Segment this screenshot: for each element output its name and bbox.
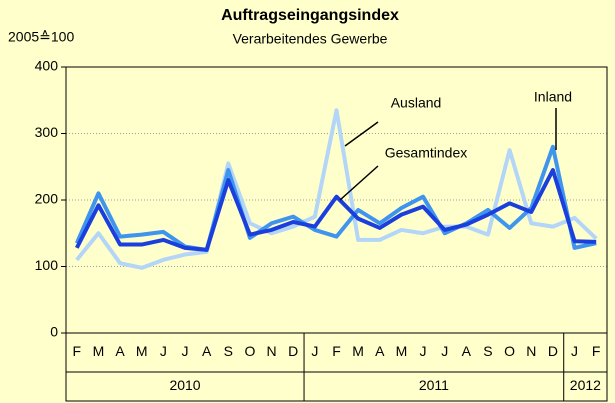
x-tick-label: D — [288, 343, 298, 359]
x-tick-label: S — [483, 343, 492, 359]
chart-title: Auftragseingangsindex — [221, 7, 399, 24]
group-label: 2012 — [570, 377, 601, 393]
annotation-pointer — [339, 165, 379, 201]
y-axis-label: 2005≙100 — [8, 29, 74, 45]
series-line — [74, 144, 597, 252]
y-tick-label: 300 — [35, 124, 59, 140]
x-tick-label: O — [244, 343, 255, 359]
x-tick-label: F — [73, 343, 82, 359]
series-annotation: Ausland — [391, 95, 442, 111]
x-tick-label: O — [504, 343, 515, 359]
chart-subtitle: Verarbeitendes Gewerbe — [233, 31, 388, 47]
y-tick-label: 200 — [35, 191, 59, 207]
x-tick-label: J — [441, 343, 448, 359]
x-tick-label: F — [592, 343, 601, 359]
y-tick-label: 100 — [35, 257, 59, 273]
x-tick-label: M — [352, 343, 364, 359]
series-line — [75, 168, 597, 252]
plot-border — [65, 66, 608, 334]
x-tick-label: F — [332, 343, 341, 359]
x-tick-label: A — [462, 343, 472, 359]
x-tick-label: A — [375, 343, 385, 359]
x-tick-label: A — [115, 343, 125, 359]
x-tick-label: J — [311, 343, 318, 359]
x-tick-label: M — [136, 343, 148, 359]
annotation-pointer — [344, 121, 379, 147]
x-tick-label: J — [182, 343, 189, 359]
x-tick-label: M — [396, 343, 408, 359]
group-label: 2010 — [169, 377, 200, 393]
x-tick-label: N — [526, 343, 536, 359]
x-tick-label: S — [224, 343, 233, 359]
y-tick-label: 0 — [50, 324, 58, 340]
x-tick-label: J — [420, 343, 427, 359]
series-annotation: Gesamtindex — [385, 145, 467, 161]
x-tick-label: A — [202, 343, 212, 359]
x-tick-label: M — [93, 343, 105, 359]
x-tick-label: J — [160, 343, 167, 359]
series-annotation: Inland — [534, 89, 572, 105]
group-label: 2011 — [419, 377, 449, 393]
x-tick-label: D — [548, 343, 558, 359]
series-line — [75, 108, 598, 270]
x-tick-label: N — [267, 343, 277, 359]
x-tick-label: J — [571, 343, 578, 359]
y-tick-label: 400 — [35, 58, 59, 74]
